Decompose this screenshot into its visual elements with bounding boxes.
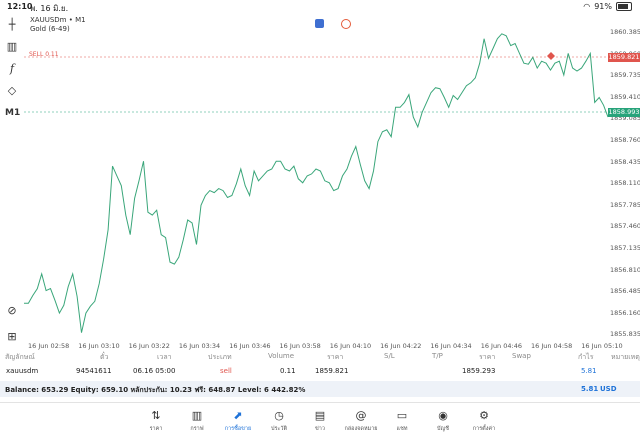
price-chart[interactable]: SELL 0.11	[24, 14, 640, 354]
price-axis-label: 1859.085	[610, 114, 640, 123]
trade-icon: ⬈	[233, 409, 243, 422]
price-axis-label: 1856.810	[610, 265, 640, 274]
time-axis-label: 16 Jun 04:34	[430, 342, 472, 350]
timeframe-m1[interactable]: M1	[5, 108, 21, 118]
currency: USD	[600, 385, 617, 393]
nav-news[interactable]: ▤ ข่าว	[314, 409, 326, 432]
position-current-price: 1859.293	[462, 367, 496, 375]
time-axis-label: 16 Jun 03:46	[229, 342, 271, 350]
price-series	[24, 33, 609, 333]
price-axis-label: 1860.385	[610, 28, 640, 36]
column-header: ประเภท	[208, 353, 232, 361]
price-axis-label: 1857.785	[610, 200, 640, 209]
current-price-tag: 1858.993	[608, 108, 640, 117]
column-header: T/P	[432, 352, 443, 360]
position-time: 06.16 05:00	[133, 367, 176, 375]
wifi-icon: ◠	[583, 2, 591, 11]
nav-settings[interactable]: ⚙ การตั้งค่า	[472, 409, 496, 432]
symbol-line: XAUUSDm • M1	[30, 16, 86, 24]
price-axis-label: 1855.835	[610, 330, 640, 339]
sell-marker	[547, 52, 555, 60]
column-header: กำไร	[578, 353, 594, 361]
time-axis-label: 16 Jun 04:58	[531, 342, 573, 350]
position-symbol: xauusdm	[6, 367, 39, 375]
time-axis-label: 16 Jun 05:10	[581, 342, 623, 350]
chart-toolbar: ┼ ▥ f ◇ M1 ⊘ ⊞	[0, 14, 24, 354]
price-axis-label: 1858.435	[610, 157, 640, 166]
nav-history[interactable]: ◷ ประวัติ	[270, 409, 288, 432]
price-axis-label: 1857.135	[610, 244, 640, 252]
time-axis-label: 16 Jun 03:10	[78, 342, 120, 350]
price-axis-label: 1859.735	[610, 71, 640, 80]
nav-trade[interactable]: ⬈ การซื้อขาย	[224, 409, 252, 432]
clock: 12:10	[7, 2, 33, 11]
price-axis-label: 1859.410	[610, 92, 640, 101]
column-header: Swap	[512, 352, 531, 360]
position-volume: 0.11	[280, 367, 296, 375]
nav-mailbox[interactable]: @ กล่องจดหมาย	[344, 409, 378, 432]
nav-account[interactable]: ◉ บัญชี	[437, 409, 449, 432]
history-icon: ◷	[274, 409, 284, 422]
status-bar: 12:10 พ. 16 มิ.ย. ◠ 91%	[0, 0, 640, 14]
time-axis-label: 16 Jun 04:10	[329, 342, 372, 350]
position-ticket: 94541611	[76, 367, 112, 375]
time-axis-label: 16 Jun 02:58	[28, 342, 70, 350]
nav-chart[interactable]: ▥ กราฟ	[190, 409, 204, 432]
one-click-trading-icon[interactable]	[315, 19, 324, 28]
time-axis-label: 16 Jun 04:46	[480, 342, 522, 350]
column-header: ตั๋ว	[100, 353, 109, 361]
price-axis-label: 1856.160	[610, 308, 640, 317]
time-axis-label: 16 Jun 04:22	[380, 342, 422, 350]
news-icon: ▤	[314, 409, 326, 422]
price-axis-label: 1856.485	[610, 287, 640, 296]
column-header: หมายเหตุ	[611, 353, 640, 361]
indicators-icon[interactable]: f	[9, 62, 15, 75]
mail-icon: @	[355, 409, 367, 422]
total-profit: 5.81	[581, 385, 599, 393]
column-header: สัญลักษณ์	[5, 353, 35, 361]
crosshair-icon[interactable]: ┼	[8, 18, 16, 31]
symbol-name: Gold (6-49)	[30, 25, 70, 33]
column-header: ราคา	[479, 353, 496, 361]
chart-icon: ▥	[191, 409, 203, 422]
column-header: S/L	[384, 352, 395, 360]
column-header: Volume	[268, 352, 295, 360]
nav-quotes[interactable]: ⇅ ราคา	[149, 409, 163, 432]
price-axis-label: 1858.110	[610, 179, 640, 188]
sell-price-tag: 1859.821	[608, 53, 640, 62]
account-icon: ◉	[438, 409, 448, 422]
balance-bar: Balance: 653.29 Equity: 659.10 หลักประกั…	[0, 381, 640, 397]
time-axis: 16 Jun 02:58 16 Jun 03:10 16 Jun 03:22 16 J…	[24, 342, 623, 352]
battery-icon	[616, 2, 632, 11]
position-profit: 5.81	[581, 367, 597, 375]
column-header: ราคา	[327, 353, 344, 361]
nav-chat[interactable]: ▭ แชท	[396, 409, 408, 432]
chat-icon: ▭	[396, 409, 408, 422]
quotes-icon: ⇅	[151, 409, 161, 422]
price-axis-label: 1857.460	[610, 222, 640, 231]
position-open-price: 1859.821	[315, 367, 349, 375]
chart-type-icon[interactable]: ▥	[6, 40, 18, 53]
sell-label: SELL 0.11	[29, 51, 59, 58]
price-axis-label: 1858.760	[610, 136, 640, 144]
positions-header: สัญลักษณ์ ตั๋ว เวลา ประเภท Volume ราคา S/L T/P ร…	[0, 352, 640, 364]
add-window-icon[interactable]: ⊞	[7, 330, 17, 343]
bottom-nav: ⇅ ราคา ▥ กราฟ ⬈ การซื้อขาย ◷ ประวัติ ▤ ข่าว @…	[0, 402, 640, 448]
column-header: เวลา	[157, 353, 172, 361]
time-axis-label: 16 Jun 03:22	[128, 342, 170, 350]
signal-icon[interactable]	[341, 19, 351, 29]
position-type: sell	[220, 367, 232, 375]
balance-text: Balance: 653.29 Equity: 659.10 หลักประกั…	[5, 386, 306, 394]
zoom-icon[interactable]: ⊘	[7, 304, 17, 317]
chart-title: XAUUSDm • M1 Gold (6-49)	[30, 16, 86, 34]
date: พ. 16 มิ.ย.	[30, 4, 69, 13]
position-row[interactable]: xauusdm 94541611 06.16 05:00 sell 0.11 1…	[0, 367, 640, 379]
settings-icon: ⚙	[479, 409, 489, 422]
objects-icon[interactable]: ◇	[7, 84, 17, 97]
battery-percent: 91%	[594, 2, 612, 11]
price-axis: 1860.3851860.0601859.7351859.4101859.085…	[608, 14, 640, 344]
time-axis-label: 16 Jun 03:34	[178, 342, 221, 350]
time-axis-label: 16 Jun 03:58	[279, 342, 321, 350]
